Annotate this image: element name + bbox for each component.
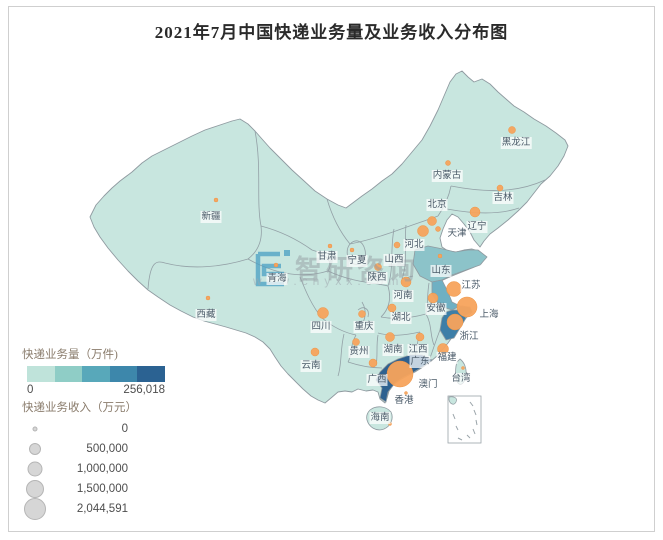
province-bubble[interactable] [393,241,401,249]
province-bubble[interactable] [273,262,279,268]
province-bubble[interactable] [349,247,355,253]
province-bubble[interactable] [388,422,392,426]
province-bubble[interactable] [461,366,465,370]
province-bubble[interactable] [374,263,382,271]
province-bubble[interactable] [417,225,429,237]
taiwan-island[interactable] [455,358,467,385]
province-bubble[interactable] [352,338,360,346]
province-bubble[interactable] [317,307,329,319]
revenue-size-legend: 0 500,000 1,000,000 1,500,000 2,044,591 [20,419,180,520]
province-bubble[interactable] [205,295,211,301]
province-bubble[interactable] [415,332,425,342]
province-bubble[interactable] [427,216,437,226]
province-bubble[interactable] [496,184,504,192]
colorbar-segment [82,366,110,382]
chart-title: 2021年7月中国快递业务量及业务收入分布图 [154,23,509,42]
province-bubble[interactable] [427,292,439,304]
size-legend-item[interactable]: 1,000,000 [20,459,180,479]
colorbar-segment [109,366,138,382]
volume-legend-title: 快递业务量（万件) [22,349,118,361]
figure-border [8,6,655,532]
province-bubble[interactable] [404,391,408,395]
bubble-layer [205,126,516,426]
province-bubble[interactable] [400,276,412,288]
province-bubble[interactable] [446,313,464,331]
volume-colorbar [27,366,165,382]
volume-max-label: 256,018 [123,384,165,396]
province-bubble[interactable] [368,358,378,368]
size-legend-label: 0 [121,423,128,435]
province-bubble[interactable] [435,226,441,232]
province-bubble[interactable] [446,281,462,297]
size-legend-label: 1,500,000 [76,483,128,495]
province-bubble[interactable] [387,303,397,313]
size-legend-label: 2,044,591 [76,503,128,515]
province-bubble[interactable] [310,347,320,357]
colorbar-segment [27,366,55,382]
colorbar-segment [137,366,165,382]
province-bubble[interactable] [213,197,219,203]
province-bubble[interactable] [358,310,366,318]
colorbar-segment [54,366,83,382]
province-bubble[interactable] [437,343,449,355]
size-legend-item[interactable]: 500,000 [20,439,180,459]
volume-min-label: 0 [27,384,34,396]
province-bubble[interactable] [327,243,333,249]
province-bubble[interactable] [508,126,516,134]
legend: 快递业务量（万件) 0 256,018 快递业务收入（万元） 0 500,000… [20,346,180,520]
south-china-sea-inset [447,395,482,444]
province-bubble[interactable] [386,360,414,388]
size-legend-item[interactable]: 0 [20,419,180,439]
size-legend-label: 500,000 [86,443,128,455]
size-legend-item[interactable]: 2,044,591 [20,498,180,520]
size-legend-label: 1,000,000 [76,463,128,475]
revenue-legend-title: 快递业务收入（万元） [22,402,137,414]
province-bubble[interactable] [469,206,481,218]
province-bubble[interactable] [456,296,478,318]
province-bubble[interactable] [437,253,443,259]
size-legend-item[interactable]: 1,500,000 [20,479,180,499]
hainan-island[interactable] [366,406,393,431]
province-bubble[interactable] [385,332,395,342]
province-bubble[interactable] [445,160,451,166]
